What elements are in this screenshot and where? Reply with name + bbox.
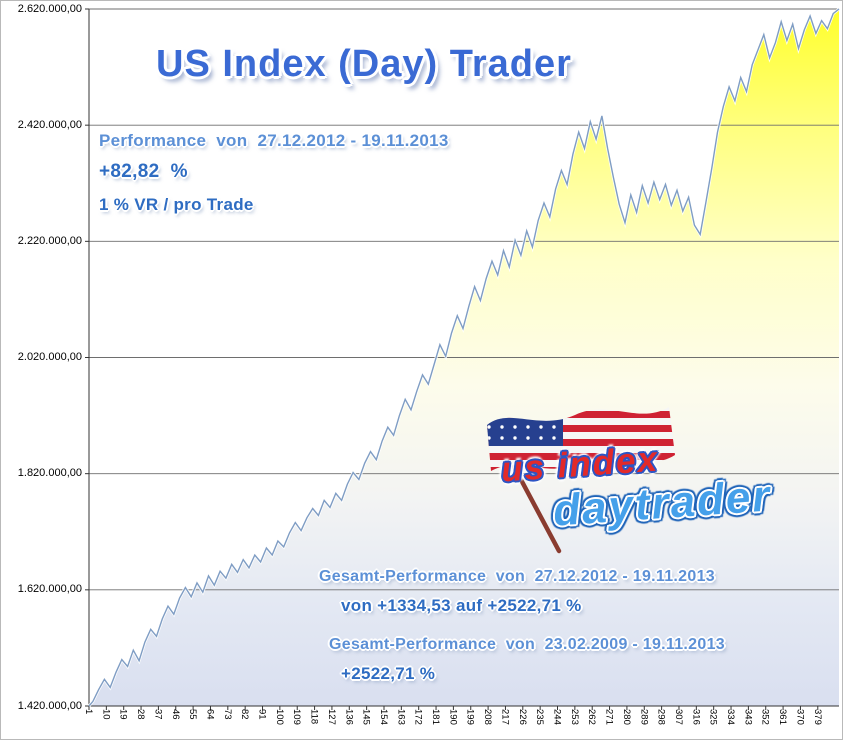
performance-period-label: Performance von 27.12.2012 - 19.11.2013 [99,131,449,150]
us-flag-icon [487,407,675,554]
total-recent-value: von +1334,53 auf +2522,71 % [341,596,582,615]
risk-per-trade-label: 1 % VR / pro Trade [99,195,254,214]
logo-watermark: us index daytrader [479,397,829,567]
total-all-label: Gesamt-Performance von 23.02.2009 - 19.1… [329,636,725,653]
equity-line [88,8,840,707]
total-recent-label: Gesamt-Performance von 27.12.2012 - 19.1… [319,568,715,585]
chart-title: US Index (Day) Trader [156,43,572,85]
performance-value: +82,82 % [99,161,188,182]
total-all-value: +2522,71 % [341,664,436,683]
